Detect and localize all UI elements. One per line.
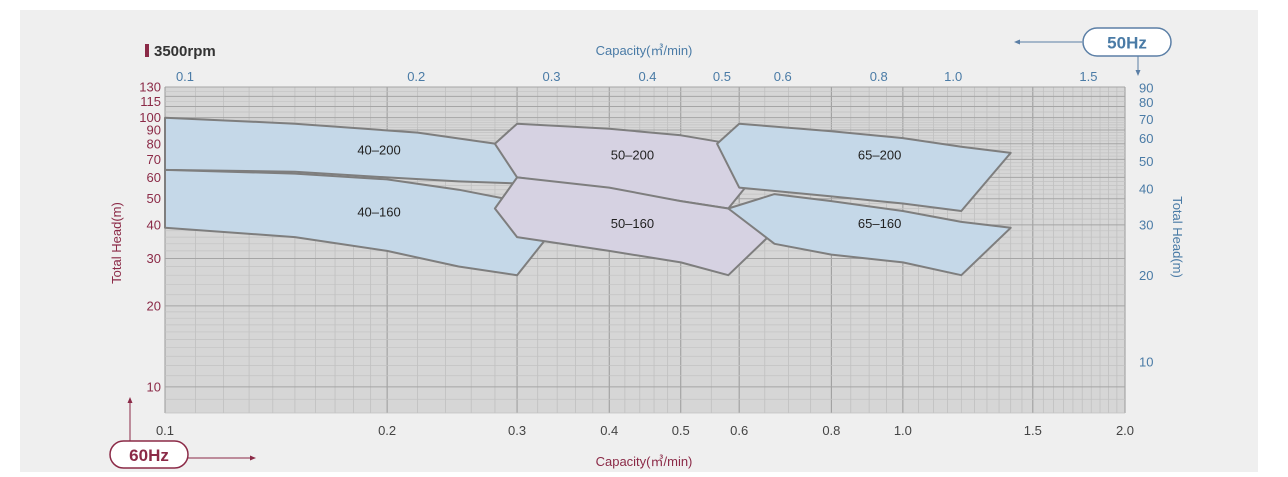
- y-tick-50hz: 90: [1139, 81, 1153, 96]
- x-tick-60hz: 1.0: [894, 423, 912, 438]
- badge-60hz: [109, 440, 189, 469]
- y-tick-60hz: 30: [147, 251, 161, 266]
- y-tick-60hz: 100: [139, 110, 161, 125]
- y-tick-60hz: 10: [147, 379, 161, 394]
- y-tick-60hz: 50: [147, 191, 161, 206]
- series-label-40-160: 40–160: [357, 204, 400, 219]
- x-tick-60hz: 0.5: [672, 423, 690, 438]
- left-axis-title: Total Head(m): [109, 202, 124, 284]
- series-bands: [164, 116, 1012, 277]
- x-tick-50hz: 1.5: [1079, 69, 1097, 84]
- series-label-65-200: 65–200: [858, 147, 901, 162]
- speed-marker: [145, 44, 149, 57]
- y-tick-60hz: 20: [147, 298, 161, 313]
- badge-50hz: [1082, 27, 1172, 57]
- series-area-65-160: [727, 193, 1012, 277]
- y-tick-60hz: 70: [147, 152, 161, 167]
- y-tick-50hz: 80: [1139, 95, 1153, 110]
- x-tick-50hz: 0.4: [638, 69, 656, 84]
- arrow-60hz-up-head: [127, 397, 133, 403]
- y-tick-60hz: 40: [147, 217, 161, 232]
- right-axis-title: Total Head(m): [1170, 196, 1185, 278]
- series-area-40-160: [164, 168, 559, 277]
- badge-60hz-label: 60Hz: [129, 446, 169, 465]
- y-tick-50hz: 30: [1139, 218, 1153, 233]
- x-tick-60hz: 0.6: [730, 423, 748, 438]
- chart-panel: 40–200 40–160 50–200 50–160 65–200 65–160 0.1…: [20, 10, 1258, 472]
- arrow-50hz-down-head: [1135, 70, 1141, 76]
- series-labels: 40–200 40–160 50–200 50–160 65–200 65–160: [357, 142, 901, 230]
- x-tick-60hz: 0.8: [822, 423, 840, 438]
- x-tick-60hz: 2.0: [1116, 423, 1134, 438]
- arrow-50hz-left-head: [1014, 39, 1020, 45]
- y-tick-50hz: 10: [1139, 355, 1153, 370]
- y-tick-50hz: 40: [1139, 182, 1153, 197]
- series-label-40-200: 40–200: [357, 142, 400, 157]
- arrow-60hz-right-head: [250, 455, 256, 461]
- badge-50hz-label: 50Hz: [1107, 34, 1147, 53]
- series-label-50-200: 50–200: [611, 147, 654, 162]
- series-area-65-200: [716, 122, 1012, 212]
- x-tick-50hz: 0.3: [542, 69, 560, 84]
- axes: 0.1 0.2 0.3 0.4 0.5 0.6 0.8 1.0 1.5 2.0 10 20 30 40 50…: [139, 69, 1153, 438]
- x-tick-50hz: 0.8: [870, 69, 888, 84]
- top-axis-title: Capacity(㎥/min): [596, 43, 693, 58]
- y-tick-50hz: 70: [1139, 112, 1153, 127]
- speed-label: 3500rpm: [154, 43, 216, 60]
- bottom-axis-title: Capacity(㎥/min): [596, 454, 693, 469]
- y-tick-60hz: 80: [147, 136, 161, 151]
- pump-performance-chart: 40–200 40–160 50–200 50–160 65–200 65–160 0.1…: [109, 27, 1185, 469]
- y-tick-60hz: 90: [147, 122, 161, 137]
- x-tick-60hz: 0.4: [600, 423, 618, 438]
- x-tick-60hz: 0.2: [378, 423, 396, 438]
- x-tick-60hz: 0.1: [156, 423, 174, 438]
- x-tick-50hz: 0.6: [774, 69, 792, 84]
- annotations: 3500rpm 50Hz 60Hz: [109, 27, 1172, 469]
- y-tick-50hz: 50: [1139, 154, 1153, 169]
- y-tick-50hz: 60: [1139, 131, 1153, 146]
- x-tick-60hz: 1.5: [1024, 423, 1042, 438]
- x-tick-50hz: 0.5: [713, 69, 731, 84]
- x-tick-50hz: 0.1: [176, 69, 194, 84]
- y-tick-60hz: 115: [140, 94, 161, 109]
- series-label-65-160: 65–160: [858, 216, 901, 231]
- y-tick-50hz: 20: [1139, 268, 1153, 283]
- y-tick-60hz: 130: [139, 80, 161, 95]
- x-tick-50hz: 1.0: [944, 69, 962, 84]
- x-tick-60hz: 0.3: [508, 423, 526, 438]
- series-label-50-160: 50–160: [611, 216, 654, 231]
- x-tick-50hz: 0.2: [407, 69, 425, 84]
- y-tick-60hz: 60: [147, 170, 161, 185]
